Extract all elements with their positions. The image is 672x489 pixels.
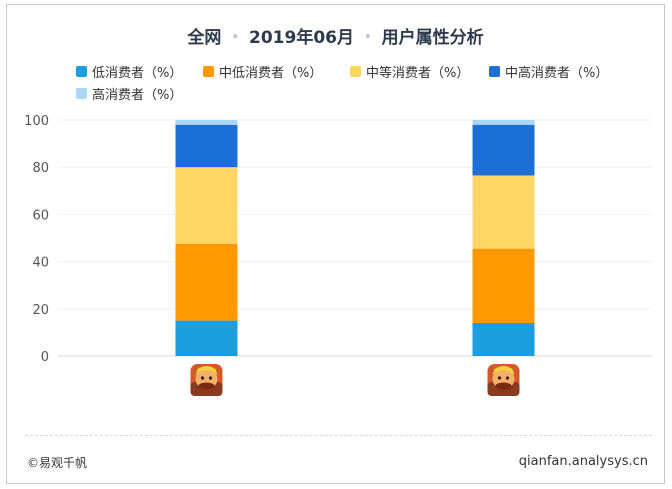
footer-divider bbox=[25, 435, 652, 436]
bar-segment bbox=[175, 167, 238, 244]
legend-item[interactable]: 中低消费者（%） bbox=[203, 62, 322, 81]
y-tick-label: 80 bbox=[32, 161, 49, 176]
bar-segment bbox=[472, 322, 535, 356]
legend-swatch bbox=[489, 66, 500, 77]
chart-title: 全网 • 2019年06月 • 用户属性分析 bbox=[7, 23, 664, 48]
legend-swatch bbox=[203, 66, 214, 77]
legend-label: 高消费者（%） bbox=[92, 88, 183, 103]
legend-item[interactable]: 中高消费者（%） bbox=[489, 62, 608, 81]
legend-item[interactable]: 中等消费者（%） bbox=[350, 62, 469, 81]
stacked-bar-chart: 0 20 40 60 80 100 bbox=[24, 114, 652, 396]
footer-copyright: ©易观千帆 bbox=[27, 456, 88, 470]
legend-label: 中高消费者（%） bbox=[505, 66, 609, 81]
title-metric: 用户属性分析 bbox=[381, 28, 484, 48]
game-app-icon bbox=[487, 364, 520, 396]
title-separator-dot: • bbox=[363, 30, 372, 44]
legend-swatch bbox=[350, 66, 361, 77]
bar-segment bbox=[175, 320, 238, 356]
legend-label: 低消费者（%） bbox=[92, 66, 183, 81]
legend-item[interactable]: 低消费者（%） bbox=[76, 62, 182, 81]
y-tick-label: 60 bbox=[32, 208, 49, 223]
bar-segment bbox=[472, 248, 535, 323]
y-tick-label: 100 bbox=[24, 114, 49, 129]
legend-swatch bbox=[76, 66, 87, 77]
bar-segment bbox=[175, 124, 238, 168]
game-app-icon bbox=[190, 364, 223, 396]
legend-swatch bbox=[76, 88, 87, 99]
title-scope: 全网 bbox=[187, 28, 222, 48]
y-tick-label: 40 bbox=[32, 256, 49, 271]
legend-label: 中低消费者（%） bbox=[219, 66, 323, 81]
footer-site: qianfan.analysys.cn bbox=[518, 454, 648, 469]
bar-segment bbox=[472, 124, 535, 176]
chart-card: 全网 • 2019年06月 • 用户属性分析 低消费者（%） 中低消费者（%） 中等消费者（… bbox=[6, 4, 665, 484]
bar-segment bbox=[175, 243, 238, 321]
y-tick-label: 0 bbox=[41, 350, 49, 365]
title-separator-dot: • bbox=[231, 30, 239, 44]
bar-segment bbox=[175, 120, 238, 125]
legend-item[interactable]: 高消费者（%） bbox=[76, 84, 182, 103]
title-period: 2019年06月 bbox=[249, 28, 354, 48]
bar-segment bbox=[472, 175, 535, 249]
y-tick-label: 20 bbox=[32, 303, 49, 318]
bar-segment bbox=[472, 120, 535, 125]
legend-label: 中等消费者（%） bbox=[366, 66, 470, 81]
